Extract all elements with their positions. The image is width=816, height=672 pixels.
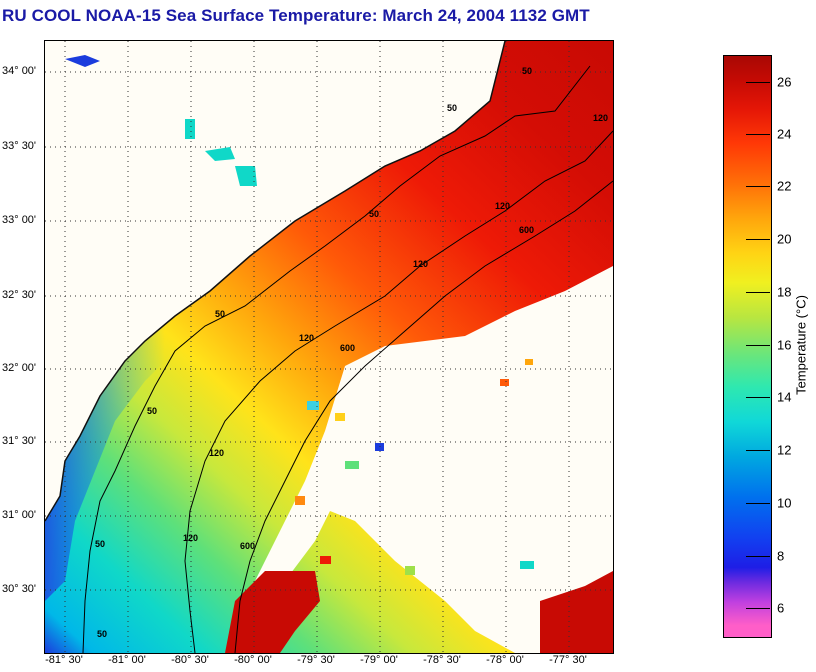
isobath-label: 120 <box>593 113 608 123</box>
lon-label-81-00: -81° 00' <box>108 654 146 666</box>
isobath-label: 120 <box>209 448 224 458</box>
isobath-label: 120 <box>413 259 428 269</box>
isobath-label: 600 <box>240 541 255 551</box>
colorbar-label: 8 <box>777 548 785 564</box>
isobath-label: 50 <box>522 66 532 76</box>
nearshore-band <box>45 293 220 601</box>
lon-label-80-30: -80° 30' <box>171 654 209 666</box>
cloud-mask <box>225 266 613 653</box>
lon-label-78-30: -78° 30' <box>423 654 461 666</box>
lon-label-79-00: -79° 00' <box>360 654 398 666</box>
colorbar-tick <box>746 503 770 504</box>
isobath-label: 50 <box>97 629 107 639</box>
lat-label-33-30: 33° 30' <box>2 140 37 152</box>
colorbar-title: Temperature (°C) <box>793 295 809 395</box>
isobath-label: 120 <box>183 533 198 543</box>
isobath-label: 50 <box>369 209 379 219</box>
isobath-labels: 50 50 50 50 50 50 50 120 120 120 120 120… <box>95 66 608 639</box>
lat-label-34-00: 34° 00' <box>2 65 37 77</box>
isobath-label: 120 <box>299 333 314 343</box>
isobath-120m <box>184 130 613 653</box>
isobath-label: 50 <box>147 406 157 416</box>
isobath-label: 120 <box>495 201 510 211</box>
lon-label-79-30: -79° 30' <box>297 654 335 666</box>
colorbar-tick <box>746 239 770 240</box>
colorbar-tick <box>746 292 770 293</box>
colorbar-label: 24 <box>777 126 792 142</box>
isobath-label: 50 <box>447 103 457 113</box>
colorbar-tick <box>746 397 770 398</box>
colorbar-label: 14 <box>777 389 792 405</box>
colorbar-label: 12 <box>777 442 792 458</box>
colorbar-label: 6 <box>777 600 785 616</box>
colorbar-label: 20 <box>777 231 792 247</box>
isobath-label: 600 <box>519 225 534 235</box>
lat-label-32-30: 32° 30' <box>2 289 37 301</box>
colorbar-tick <box>746 556 770 557</box>
colorbar-tick <box>746 345 770 346</box>
lon-label-80-00: -80° 00' <box>234 654 272 666</box>
colorbar-tick <box>746 450 770 451</box>
colorbar-label: 10 <box>777 495 792 511</box>
sst-map: 50 50 50 50 50 50 50 120 120 120 120 120… <box>44 40 614 654</box>
lon-label-81-30: -81° 30' <box>45 654 83 666</box>
cloud-islands-north <box>65 55 257 186</box>
isobath-label: 600 <box>340 343 355 353</box>
isobath-50m <box>82 65 591 653</box>
temperature-colorbar <box>723 55 772 638</box>
colorbar-tick <box>746 186 770 187</box>
lon-label-78-00: -78° 00' <box>486 654 524 666</box>
lat-label-30-30: 30° 30' <box>2 583 37 595</box>
lat-label-31-30: 31° 30' <box>2 435 37 447</box>
coastline <box>45 41 506 522</box>
map-title: RU COOL NOAA-15 Sea Surface Temperature:… <box>2 6 590 25</box>
colorbar-tick <box>746 608 770 609</box>
colorbar-label: 16 <box>777 337 792 353</box>
colorbar-label: 26 <box>777 74 792 90</box>
sst-map-canvas: 50 50 50 50 50 50 50 120 120 120 120 120… <box>45 41 613 653</box>
lat-label-32-00: 32° 00' <box>2 362 37 374</box>
colorbar-label: 18 <box>777 284 792 300</box>
lat-label-31-00: 31° 00' <box>2 509 37 521</box>
lat-label-33-00: 33° 00' <box>2 214 37 226</box>
colorbar-tick <box>746 134 770 135</box>
isobath-600m <box>234 180 613 653</box>
isobath-contours <box>82 65 613 653</box>
colorbar-tick <box>746 82 770 83</box>
isobath-label: 50 <box>95 539 105 549</box>
warm-patch-south <box>225 571 613 653</box>
lon-label-77-30: -77° 30' <box>549 654 587 666</box>
colorbar-label: 22 <box>777 178 792 194</box>
isobath-label: 50 <box>215 309 225 319</box>
